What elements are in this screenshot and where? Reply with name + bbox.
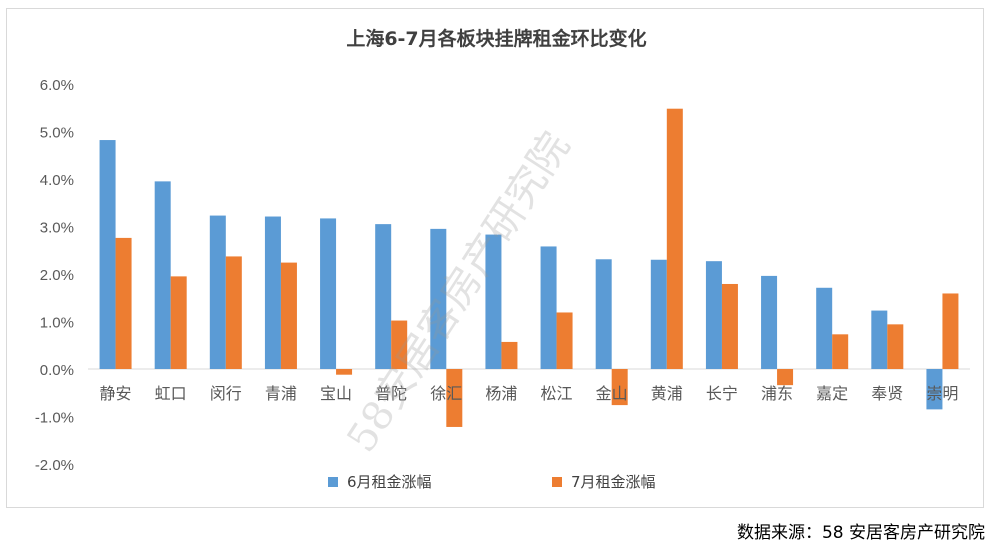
bar-series1-14 bbox=[871, 310, 888, 369]
bar-series2-3 bbox=[280, 262, 297, 369]
x-category-label: 闵行 bbox=[210, 384, 242, 403]
source-note: 数据来源：58 安居客房产研究院 bbox=[736, 523, 985, 543]
x-axis-labels: 静安 虹口 闵行 青浦 宝山 普陀 徐汇 杨浦 松江 金山 黄浦 长宁 浦东 嘉定 奉贤 崇明 bbox=[100, 384, 959, 403]
x-category-label: 嘉定 bbox=[816, 384, 848, 403]
bar-series1-0 bbox=[99, 140, 116, 369]
x-category-label: 浦东 bbox=[761, 384, 793, 403]
x-category-label: 奉贤 bbox=[871, 384, 903, 403]
y-tick-label: 5.0% bbox=[40, 125, 74, 142]
legend-label-series2: 7月租金涨幅 bbox=[571, 473, 656, 491]
bar-series1-5 bbox=[375, 224, 392, 369]
bar-series2-0 bbox=[115, 237, 132, 369]
legend-label-series1: 6月租金涨幅 bbox=[347, 473, 432, 491]
x-category-label: 青浦 bbox=[265, 384, 297, 403]
bar-series2-13 bbox=[832, 334, 849, 369]
y-tick-label: 4.0% bbox=[40, 172, 74, 189]
bar-series2-4 bbox=[336, 369, 353, 375]
bar-series2-15 bbox=[942, 293, 959, 369]
y-tick-label: 0.0% bbox=[40, 362, 74, 379]
bar-series1-7 bbox=[485, 234, 502, 369]
bar-series1-6 bbox=[430, 228, 447, 369]
bar-series2-7 bbox=[501, 341, 518, 369]
legend-item-series1: 6月租金涨幅 bbox=[328, 471, 432, 492]
bar-series1-1 bbox=[154, 181, 171, 369]
x-category-label: 杨浦 bbox=[485, 384, 517, 403]
bar-series1-9 bbox=[595, 259, 612, 369]
x-category-label: 徐汇 bbox=[430, 384, 462, 403]
x-category-label: 静安 bbox=[100, 384, 132, 403]
bar-series2-5 bbox=[391, 320, 408, 369]
bar-series1-12 bbox=[761, 275, 778, 369]
bar-series2-14 bbox=[887, 324, 904, 369]
y-tick-label: 2.0% bbox=[40, 267, 74, 284]
bar-series1-10 bbox=[650, 259, 667, 369]
y-axis-ticks: 6.0% 5.0% 4.0% 3.0% 2.0% 1.0% 0.0% -1.0% -2.0% bbox=[35, 77, 74, 474]
bar-series2-8 bbox=[556, 312, 573, 369]
x-category-label: 宝山 bbox=[320, 384, 352, 403]
bar-series1-4 bbox=[320, 218, 337, 369]
x-category-label: 松江 bbox=[541, 384, 573, 403]
x-category-label: 普陀 bbox=[375, 384, 407, 403]
y-tick-label: 6.0% bbox=[40, 77, 74, 94]
y-tick-label: -1.0% bbox=[35, 410, 74, 427]
x-category-label: 虹口 bbox=[155, 384, 187, 403]
bar-series1-2 bbox=[209, 215, 226, 369]
y-tick-label: 1.0% bbox=[40, 315, 74, 332]
legend-swatch-series1 bbox=[328, 476, 338, 487]
bar-series1-13 bbox=[816, 287, 833, 369]
legend-item-series2: 7月租金涨幅 bbox=[552, 471, 656, 492]
bar-series2-6 bbox=[446, 369, 463, 427]
bars bbox=[99, 108, 959, 427]
bar-series2-12 bbox=[777, 369, 794, 386]
x-category-label: 黄浦 bbox=[651, 384, 683, 403]
legend-swatch-series2 bbox=[552, 476, 562, 487]
bar-series2-9 bbox=[611, 369, 628, 406]
bar-series1-11 bbox=[705, 261, 722, 369]
bar-series2-2 bbox=[225, 256, 242, 369]
chart-title: 上海6-7月各板块挂牌租金环比变化 bbox=[346, 28, 647, 50]
bar-series2-1 bbox=[170, 276, 187, 369]
y-tick-label: -2.0% bbox=[35, 457, 74, 474]
bar-series1-8 bbox=[540, 246, 557, 369]
bar-series2-10 bbox=[666, 108, 683, 369]
x-category-label: 金山 bbox=[596, 384, 628, 403]
x-category-label: 崇明 bbox=[926, 384, 958, 403]
bar-series1-15 bbox=[926, 369, 943, 410]
x-category-label: 长宁 bbox=[706, 384, 738, 403]
bar-series1-3 bbox=[264, 216, 281, 369]
y-tick-label: 3.0% bbox=[40, 220, 74, 237]
bar-series2-11 bbox=[721, 283, 738, 369]
